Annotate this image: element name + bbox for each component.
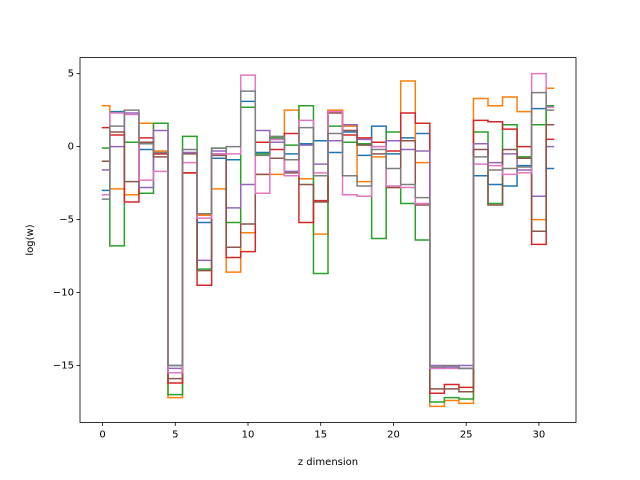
y-axis-label: log(w) xyxy=(25,224,36,255)
x-tick-label: 25 xyxy=(460,429,473,440)
y-tick-label: 0 xyxy=(68,142,74,153)
x-tick-label: 5 xyxy=(172,429,178,440)
x-tick-label: 10 xyxy=(242,429,255,440)
x-axis-label: z dimension xyxy=(298,457,358,468)
x-tick-label: 20 xyxy=(387,429,400,440)
y-tick-label: −5 xyxy=(59,215,74,226)
x-tick-label: 15 xyxy=(314,429,327,440)
y-tick-label: −10 xyxy=(53,288,74,299)
x-tick-label: 30 xyxy=(533,429,546,440)
y-tick-label: −15 xyxy=(53,360,74,371)
plot-frame xyxy=(79,57,577,423)
x-tick-label: 0 xyxy=(99,429,105,440)
y-tick-label: 5 xyxy=(68,69,74,80)
